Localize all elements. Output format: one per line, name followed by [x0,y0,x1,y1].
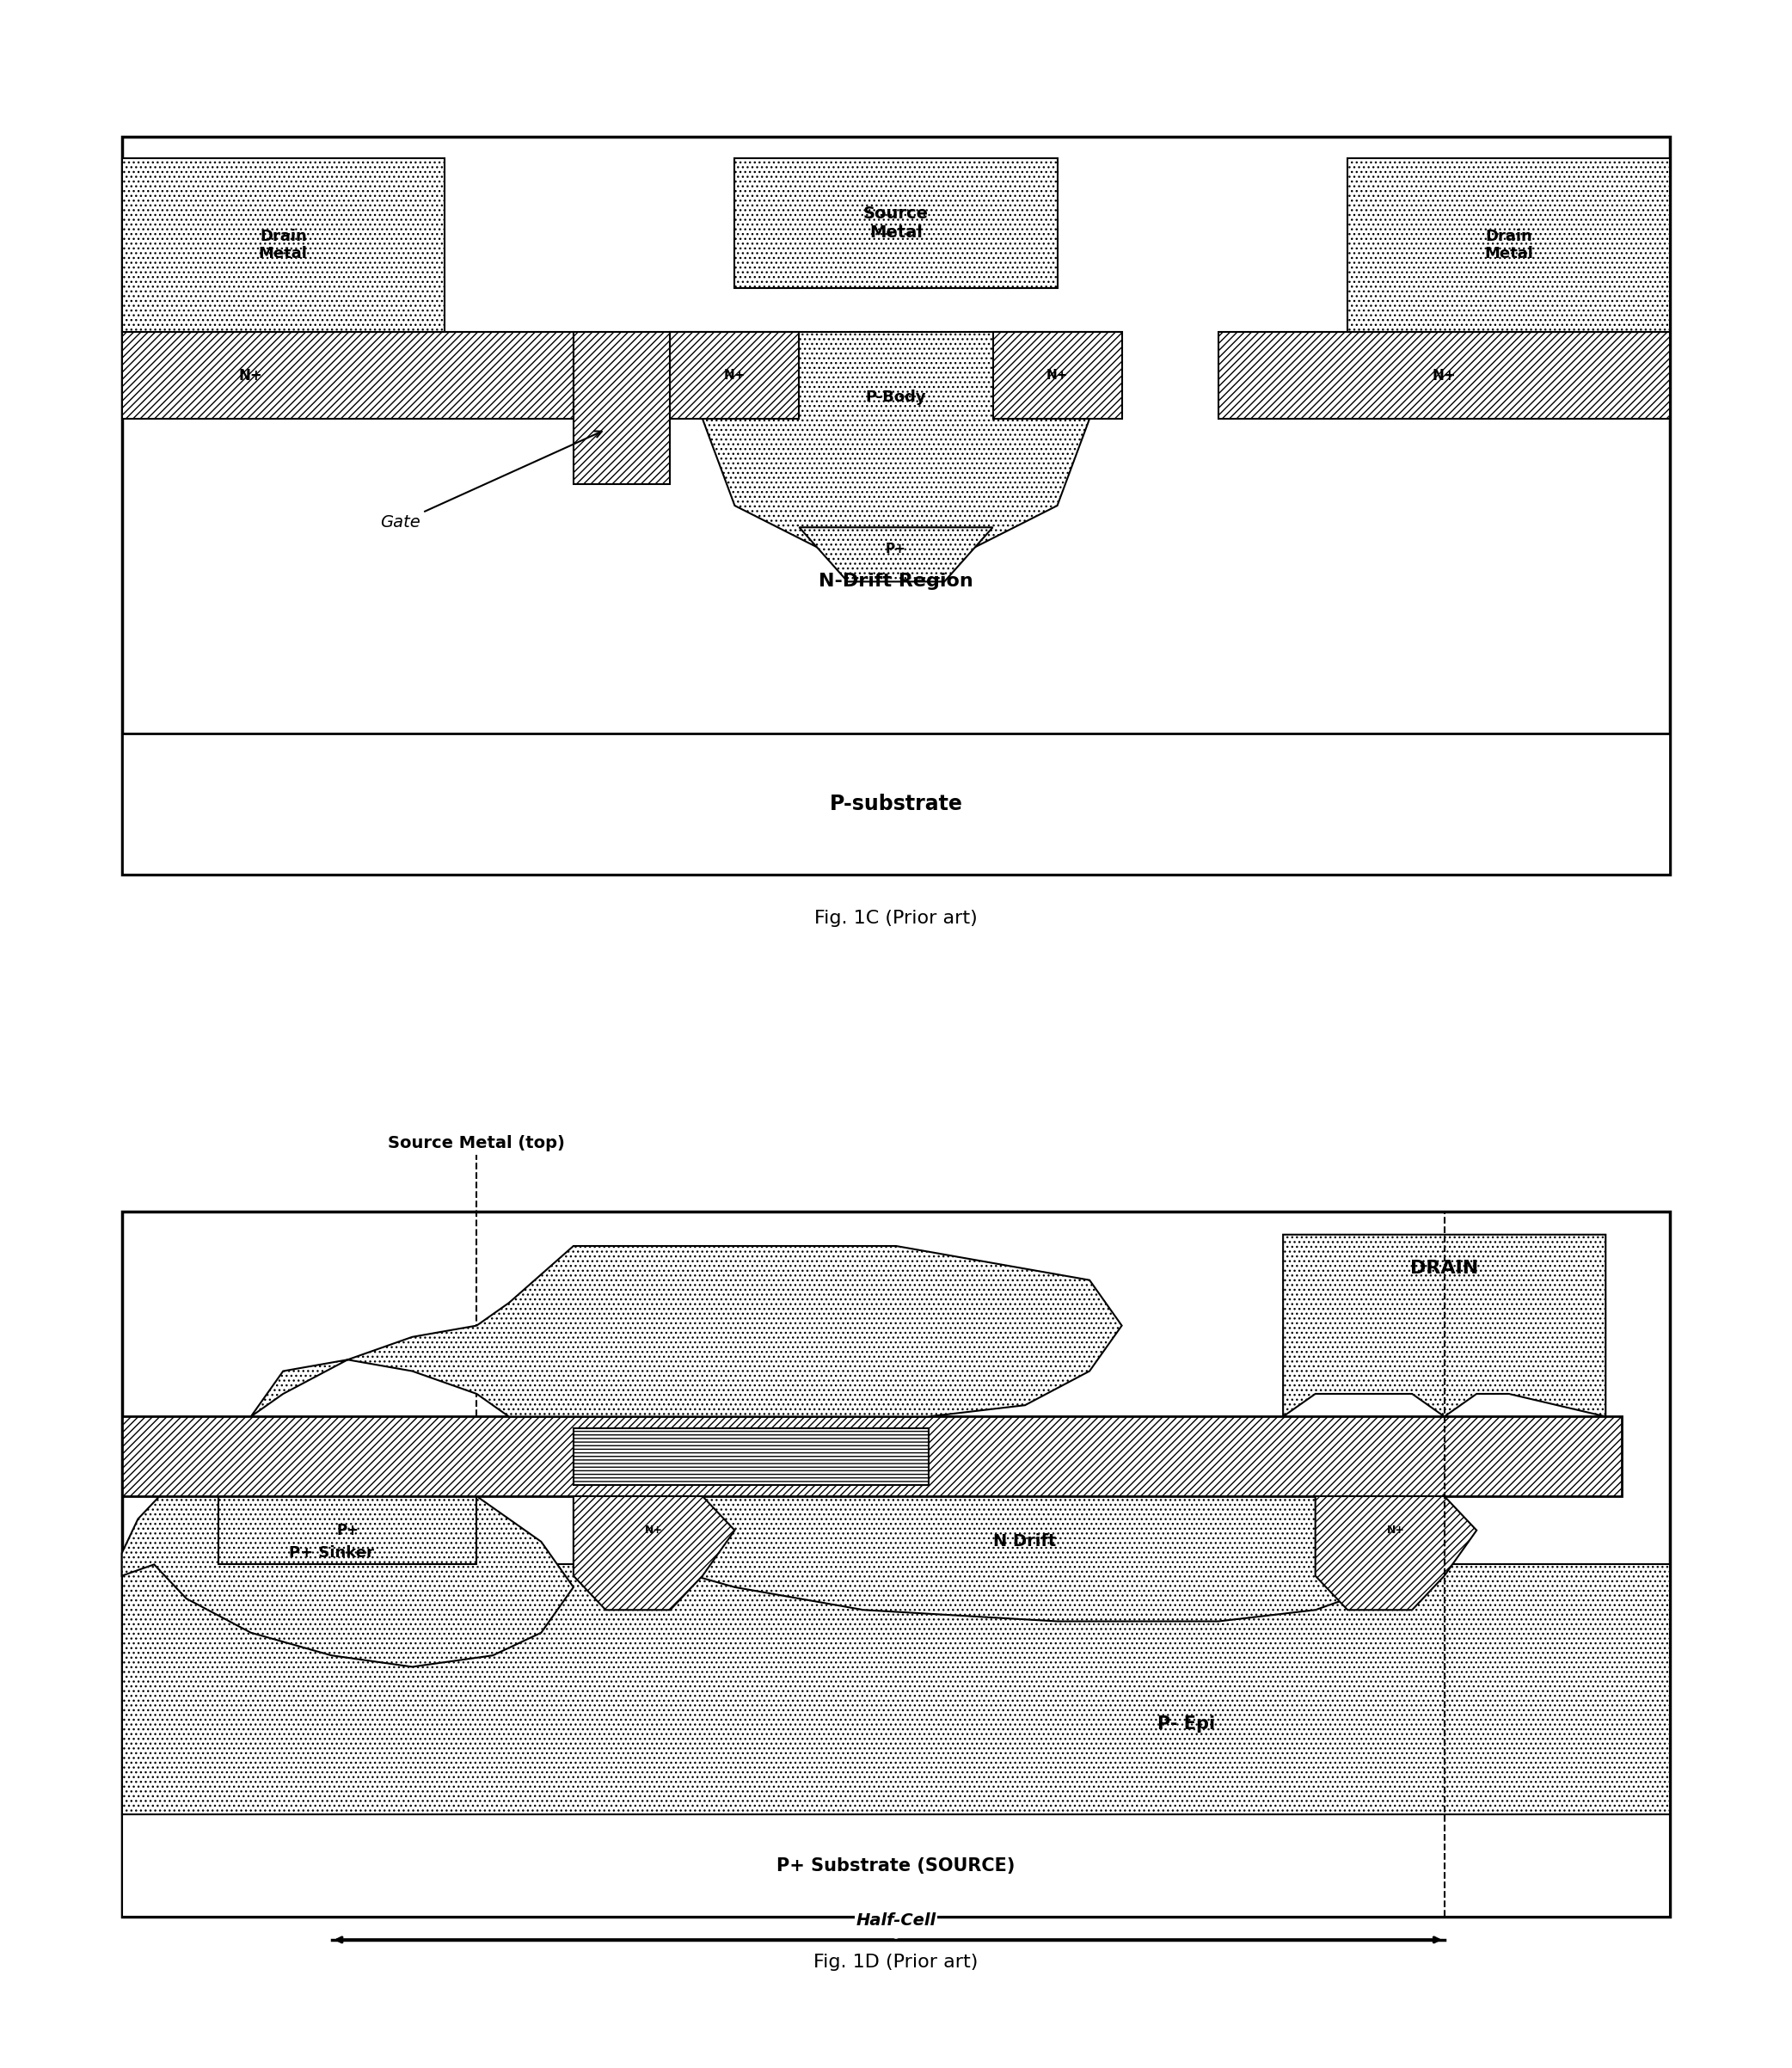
Text: Fig. 1D (Prior art): Fig. 1D (Prior art) [814,1954,978,1971]
Text: Half-Cell: Half-Cell [857,1913,935,1927]
Bar [573,1427,928,1485]
Polygon shape [670,331,1122,571]
Bar [122,1816,1670,1917]
Bar [122,1563,1670,1816]
Text: N+: N+ [724,368,745,383]
Text: N+: N+ [1432,368,1457,383]
Bar [122,734,1670,875]
Polygon shape [1283,1235,1606,1417]
Text: N+: N+ [1047,368,1068,383]
Bar [1348,159,1670,331]
Text: N Drift: N Drift [993,1534,1057,1549]
Text: Gate: Gate [380,430,602,531]
Text: DRAIN: DRAIN [1410,1259,1478,1278]
Text: N+: N+ [1387,1524,1405,1537]
Text: P+: P+ [885,542,907,556]
Polygon shape [573,1497,735,1609]
Bar [122,1212,1670,1917]
Text: P+ Substrate (SOURCE): P+ Substrate (SOURCE) [776,1857,1016,1874]
Text: P- Epi: P- Epi [1158,1714,1215,1733]
Polygon shape [1315,1497,1477,1609]
Bar [122,331,573,418]
Bar [735,159,1057,287]
Polygon shape [622,1462,1412,1621]
Text: Source
Metal: Source Metal [864,205,928,242]
Polygon shape [799,527,993,581]
Text: P-substrate: P-substrate [830,794,962,815]
Text: Fig. 1C (Prior art): Fig. 1C (Prior art) [814,910,978,926]
Bar [670,331,799,418]
Polygon shape [122,1462,573,1667]
Text: P+: P+ [337,1522,358,1539]
Bar [122,1417,1622,1497]
Bar [122,159,444,331]
Polygon shape [251,1245,1122,1417]
Text: N+: N+ [645,1524,663,1537]
Text: P-Body: P-Body [866,389,926,405]
Bar [122,136,1670,875]
Bar [219,1497,477,1563]
Text: Drain
Metal: Drain Metal [258,227,308,263]
Bar [573,331,670,484]
Bar [993,331,1122,418]
Bar [1219,331,1670,418]
Text: P+ Sinker: P+ Sinker [289,1545,375,1561]
Text: N-Drift Region: N-Drift Region [819,573,973,589]
Text: Source Metal (top): Source Metal (top) [389,1135,564,1152]
Text: N+: N+ [238,368,263,383]
Text: Drain
Metal: Drain Metal [1484,227,1534,263]
